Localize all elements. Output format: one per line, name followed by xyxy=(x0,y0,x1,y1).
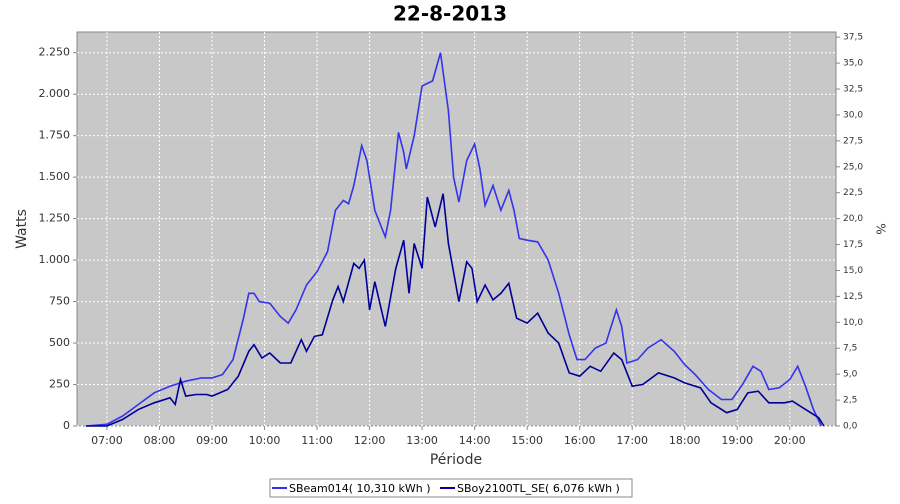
y-tick-label: 0 xyxy=(63,419,70,432)
y-tick-label: 250 xyxy=(49,378,70,391)
y-tick-label: 1.750 xyxy=(39,129,71,142)
y-tick-label: 750 xyxy=(49,295,70,308)
y2-tick-label: 5,0 xyxy=(843,370,858,380)
y2-tick-label: 10,0 xyxy=(843,318,863,328)
x-tick-label: 20:00 xyxy=(774,434,806,447)
y2-tick-label: 15,0 xyxy=(843,266,863,276)
y2-tick-label: 0,0 xyxy=(843,422,858,432)
x-tick-label: 15:00 xyxy=(511,434,543,447)
y-tick-label: 1.000 xyxy=(39,253,71,266)
y-tick-label: 2.000 xyxy=(39,87,71,100)
y2-tick-label: 22,5 xyxy=(843,188,863,198)
x-tick-label: 16:00 xyxy=(564,434,596,447)
x-tick-label: 11:00 xyxy=(301,434,333,447)
legend-label: SBeam014( 10,310 kWh ) xyxy=(289,482,431,495)
x-tick-label: 12:00 xyxy=(354,434,386,447)
y-tick-label: 500 xyxy=(49,336,70,349)
x-tick-label: 07:00 xyxy=(91,434,123,447)
y2-tick-label: 30,0 xyxy=(843,110,863,120)
plot-area xyxy=(76,31,837,427)
y-tick-label: 1.250 xyxy=(39,212,71,225)
y2-tick-label: 25,0 xyxy=(843,162,863,172)
x-tick-label: 19:00 xyxy=(721,434,753,447)
y2-tick-label: 32,5 xyxy=(843,85,863,95)
x-tick-label: 17:00 xyxy=(616,434,648,447)
chart-title: 22-8-2013 xyxy=(393,2,507,26)
y-axis-label: Watts xyxy=(14,209,30,249)
x-tick-label: 10:00 xyxy=(249,434,281,447)
x-axis-label: Période xyxy=(430,452,482,468)
y2-tick-label: 20,0 xyxy=(843,214,863,224)
legend-label: SBoy2100TL_SE( 6,076 kWh ) xyxy=(457,482,620,495)
series-line xyxy=(85,52,823,427)
y2-tick-label: 17,5 xyxy=(843,240,863,250)
y-tick-label: 2.250 xyxy=(39,46,71,59)
x-tick-label: 14:00 xyxy=(459,434,491,447)
series-line xyxy=(85,193,825,427)
x-tick-label: 13:00 xyxy=(406,434,438,447)
y2-tick-label: 7,5 xyxy=(843,344,857,354)
y2-tick-label: 35,0 xyxy=(843,59,863,69)
y-tick-label: 1.500 xyxy=(39,170,71,183)
y2-tick-label: 2,5 xyxy=(843,396,857,406)
y2-tick-label: 27,5 xyxy=(843,136,863,146)
y2-tick-label: 37,5 xyxy=(843,33,863,43)
y2-tick-label: 12,5 xyxy=(843,292,863,302)
x-tick-label: 09:00 xyxy=(196,434,228,447)
y2-axis-label: % xyxy=(874,223,888,234)
x-tick-label: 08:00 xyxy=(144,434,176,447)
x-tick-label: 18:00 xyxy=(669,434,701,447)
